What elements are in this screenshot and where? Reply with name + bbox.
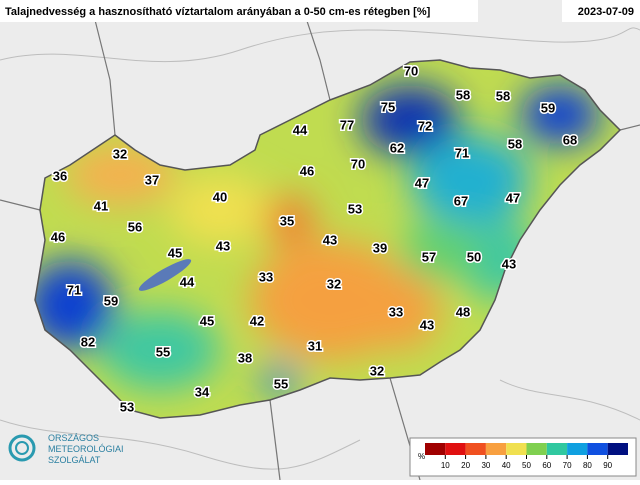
station-value: 77	[340, 117, 354, 132]
station-value: 53	[120, 399, 134, 414]
station-value: 62	[390, 140, 404, 155]
station-value: 58	[508, 136, 522, 151]
station-value: 56	[128, 219, 142, 234]
station-value: 55	[156, 344, 170, 359]
station-value: 70	[351, 156, 365, 171]
station-value: 68	[563, 132, 577, 147]
legend-tick-label: 10	[441, 461, 450, 470]
legend-swatch	[506, 443, 527, 455]
station-value: 31	[308, 338, 322, 353]
legend-tick-label: 50	[522, 461, 531, 470]
station-value: 72	[418, 118, 432, 133]
legend-swatch	[587, 443, 608, 455]
date-box	[562, 0, 640, 22]
station-value: 58	[496, 88, 510, 103]
station-value: 70	[404, 63, 418, 78]
station-value: 37	[145, 172, 159, 187]
station-value: 39	[373, 240, 387, 255]
station-value: 47	[506, 190, 520, 205]
legend-swatch	[526, 443, 547, 455]
station-value: 50	[467, 249, 481, 264]
station-value: 34	[195, 384, 210, 399]
legend-tick-label: 20	[461, 461, 470, 470]
legend-swatch	[425, 443, 446, 455]
station-value: 71	[67, 282, 81, 297]
station-values: 70 58 58 59 75 72 77 44 68 62 71 58 32 70 46 36 37 47 40 67…	[49, 62, 578, 416]
station-value: 45	[168, 245, 182, 260]
station-value: 43	[216, 238, 230, 253]
legend-swatch	[485, 443, 507, 455]
station-value: 59	[104, 293, 118, 308]
station-value: 32	[113, 146, 127, 161]
station-value: 71	[455, 145, 469, 160]
station-value: 43	[323, 232, 337, 247]
station-value: 43	[420, 317, 434, 332]
station-value: 57	[422, 249, 436, 264]
legend-unit: %	[418, 452, 425, 461]
station-value: 75	[381, 99, 395, 114]
legend-swatch	[546, 443, 568, 455]
logo-line: METEOROLÓGIAI	[48, 444, 124, 454]
station-value: 46	[300, 163, 314, 178]
station-value: 45	[200, 313, 214, 328]
station-value: 46	[51, 229, 65, 244]
station-value: 35	[280, 213, 294, 228]
station-value: 67	[454, 193, 468, 208]
legend-tick-label: 40	[502, 461, 511, 470]
station-value: 43	[502, 256, 516, 271]
station-value: 59	[541, 100, 555, 115]
title-box	[0, 0, 478, 22]
legend-swatch	[445, 443, 466, 455]
terrain	[0, 27, 640, 470]
station-value: 47	[415, 175, 429, 190]
station-value: 82	[81, 334, 95, 349]
title: Talajnedvesség a hasznosítható víztartal…	[5, 6, 431, 18]
station-value: 33	[389, 304, 403, 319]
legend: 10 20 30 40 50 60 70 80 90	[425, 443, 628, 470]
legend-tick-label: 90	[603, 461, 612, 470]
station-value: 42	[250, 313, 264, 328]
legend-tick-label: 70	[563, 461, 572, 470]
legend-tick-label: 60	[542, 461, 551, 470]
station-value: 58	[456, 87, 470, 102]
station-value: 41	[94, 198, 108, 213]
legend-swatch	[465, 443, 486, 455]
date: 2023-07-09	[578, 6, 634, 18]
station-value: 53	[348, 201, 362, 216]
legend-swatch	[607, 443, 628, 455]
station-value: 48	[456, 304, 470, 319]
station-value: 33	[259, 269, 273, 284]
logo-line: SZOLGÁLAT	[48, 455, 101, 465]
station-value: 32	[370, 363, 384, 378]
legend-swatch	[567, 443, 588, 455]
station-value: 32	[327, 276, 341, 291]
logo-line: ORSZÁGOS	[48, 433, 99, 443]
station-value: 44	[180, 274, 195, 289]
station-value: 40	[213, 189, 227, 204]
station-value: 55	[274, 376, 288, 391]
station-value: 36	[53, 168, 67, 183]
legend-tick-label: 80	[583, 461, 592, 470]
legend-tick-label: 30	[481, 461, 490, 470]
station-value: 44	[293, 122, 308, 137]
logo: ORSZÁGOS METEOROLÓGIAI SZOLGÁLAT	[8, 433, 124, 465]
station-value: 38	[238, 350, 252, 365]
lake	[138, 259, 192, 291]
